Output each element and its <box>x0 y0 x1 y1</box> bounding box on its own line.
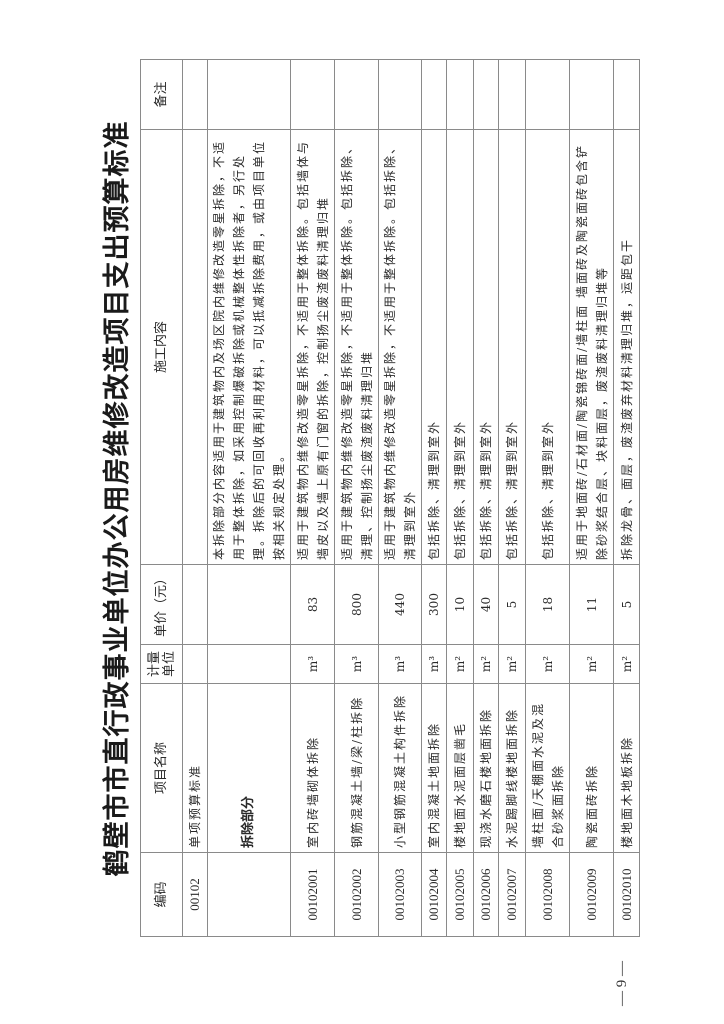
table-row: 00102006 现浇水磨石楼地面拆除 m² 40 包括拆除、清理到室外 <box>473 59 499 937</box>
page-number: — 9 — <box>614 961 630 1006</box>
item-code: 00102008 <box>525 852 570 937</box>
rotated-page: 鹤壁市市直行政事业单位办公用房维修改造项目支出预算标准 编码 项目名称 计量单位… <box>95 59 640 937</box>
item-name: 墙柱面/天棚面水泥及混合砂浆面拆除 <box>525 683 570 853</box>
item-code: 00102003 <box>378 852 422 937</box>
item-price: 440 <box>378 564 422 645</box>
item-price: 40 <box>473 564 499 645</box>
page-title: 鹤壁市市直行政事业单位办公用房维修改造项目支出预算标准 <box>102 120 133 877</box>
item-content: 适用于建筑物内维修改造零星拆除，不适用于整体拆除。包括墙体与墙皮以及墙上原有门窗… <box>290 129 335 565</box>
item-price: 11 <box>569 564 614 645</box>
item-price: 800 <box>334 564 379 645</box>
item-price: 300 <box>421 564 447 645</box>
table-row: 00102007 水泥踢脚线楼地面拆除 m² 5 包括拆除、清理到室外 <box>498 59 526 937</box>
item-price: 10 <box>446 564 474 645</box>
table-row: 00102001 室内砖墙砌体拆除 m³ 83 适用于建筑物内维修改造零星拆除，不适用于… <box>290 59 335 937</box>
table-row: 00102009 陶瓷面砖拆除 m² 11 适用于地面砖/石材面/陶瓷锦砖面/墙柱面 墙… <box>569 59 614 937</box>
item-price: 18 <box>525 564 570 645</box>
table-row: 00102010 楼地面木地板拆除 m² 5 拆除龙骨、面层，废渣废弃材料清理归堆，运距… <box>613 59 640 937</box>
table-row: 00102003 小型钢筋混凝土构件拆除 m³ 440 适用于建筑物内维修改造零星拆除，… <box>378 59 422 937</box>
item-name: 现浇水磨石楼地面拆除 <box>473 683 499 853</box>
item-price: 5 <box>498 564 526 645</box>
item-content: 包括拆除、清理到室外 <box>473 129 499 565</box>
header-price: 单价（元） <box>140 564 183 645</box>
item-name: 水泥踢脚线楼地面拆除 <box>498 683 526 853</box>
item-code: 00102001 <box>290 852 335 937</box>
section-row: 00102 单项预算标准 <box>182 59 208 937</box>
item-code: 00102005 <box>446 852 474 937</box>
header-row: 编码 项目名称 计量单位 单价（元） 施工内容 备注 <box>140 59 183 937</box>
table-row: 00102004 室内混凝土地面拆除 m³ 300 包括拆除、清理到室外 <box>421 59 447 937</box>
item-content: 拆除龙骨、面层，废渣废弃材料清理归堆，运距包干 <box>613 129 640 565</box>
item-code: 00102006 <box>473 852 499 937</box>
item-remark <box>290 59 335 130</box>
item-content: 适用于建筑物内维修改造零星拆除，不适用于整体拆除。包括拆除、清理、控制扬尘废渣废… <box>334 129 379 565</box>
category-row: 拆除部分 本拆除部分内容适用于建筑物内及场区院内维修改造零星拆除，不适用于整体拆… <box>207 59 291 937</box>
item-unit: m² <box>613 644 640 684</box>
table-row: 00102002 钢筋混凝土墙/梁/柱拆除 m³ 800 适用于建筑物内维修改造零星拆除… <box>334 59 379 937</box>
item-code: 00102010 <box>613 852 640 937</box>
item-unit: m² <box>498 644 526 684</box>
item-name: 小型钢筋混凝土构件拆除 <box>378 683 422 853</box>
item-unit: m³ <box>290 644 335 684</box>
item-remark <box>446 59 474 130</box>
item-code: 00102002 <box>334 852 379 937</box>
item-remark <box>378 59 422 130</box>
item-name: 室内混凝土地面拆除 <box>421 683 447 853</box>
item-name: 楼地面木地板拆除 <box>613 683 640 853</box>
item-remark <box>498 59 526 130</box>
header-remark: 备注 <box>140 59 183 130</box>
item-unit: m³ <box>421 644 447 684</box>
item-remark <box>525 59 570 130</box>
header-content: 施工内容 <box>140 129 183 565</box>
item-unit: m² <box>569 644 614 684</box>
item-code: 00102009 <box>569 852 614 937</box>
item-content: 包括拆除、清理到室外 <box>498 129 526 565</box>
item-name: 陶瓷面砖拆除 <box>569 683 614 853</box>
item-price: 5 <box>613 564 640 645</box>
item-unit: m³ <box>334 644 379 684</box>
header-unit: 计量单位 <box>140 644 183 684</box>
item-name: 楼地面水泥面层凿毛 <box>446 683 474 853</box>
item-content: 包括拆除、清理到室外 <box>525 129 570 565</box>
item-remark <box>473 59 499 130</box>
section-name: 单项预算标准 <box>182 683 208 853</box>
category-content: 本拆除部分内容适用于建筑物内及场区院内维修改造零星拆除，不适用于整体拆除，如采用… <box>207 129 291 565</box>
item-unit: m³ <box>378 644 422 684</box>
item-content: 适用于地面砖/石材面/陶瓷锦砖面/墙柱面 墙面砖及陶瓷面砖包含铲除砂浆结合层、块… <box>569 129 614 565</box>
budget-table: 编码 项目名称 计量单位 单价（元） 施工内容 备注 00102 单项预算标准 … <box>140 59 640 937</box>
item-remark <box>613 59 640 130</box>
header-name: 项目名称 <box>140 683 183 853</box>
item-content: 包括拆除、清理到室外 <box>446 129 474 565</box>
item-unit: m² <box>473 644 499 684</box>
header-code: 编码 <box>140 852 183 937</box>
item-remark <box>421 59 447 130</box>
item-code: 00102004 <box>421 852 447 937</box>
category-name: 拆除部分 <box>207 683 291 853</box>
item-code: 00102007 <box>498 852 526 937</box>
item-content: 包括拆除、清理到室外 <box>421 129 447 565</box>
section-code: 00102 <box>182 852 208 937</box>
item-unit: m² <box>446 644 474 684</box>
item-unit: m² <box>525 644 570 684</box>
table-row: 00102008 墙柱面/天棚面水泥及混合砂浆面拆除 m² 18 包括拆除、清理到室外 <box>525 59 570 937</box>
item-remark <box>334 59 379 130</box>
table-row: 00102005 楼地面水泥面层凿毛 m² 10 包括拆除、清理到室外 <box>446 59 474 937</box>
item-content: 适用于建筑物内维修改造零星拆除，不适用于整体拆除。包括拆除、清理到室外 <box>378 129 422 565</box>
item-name: 钢筋混凝土墙/梁/柱拆除 <box>334 683 379 853</box>
item-name: 室内砖墙砌体拆除 <box>290 683 335 853</box>
item-price: 83 <box>290 564 335 645</box>
item-remark <box>569 59 614 130</box>
